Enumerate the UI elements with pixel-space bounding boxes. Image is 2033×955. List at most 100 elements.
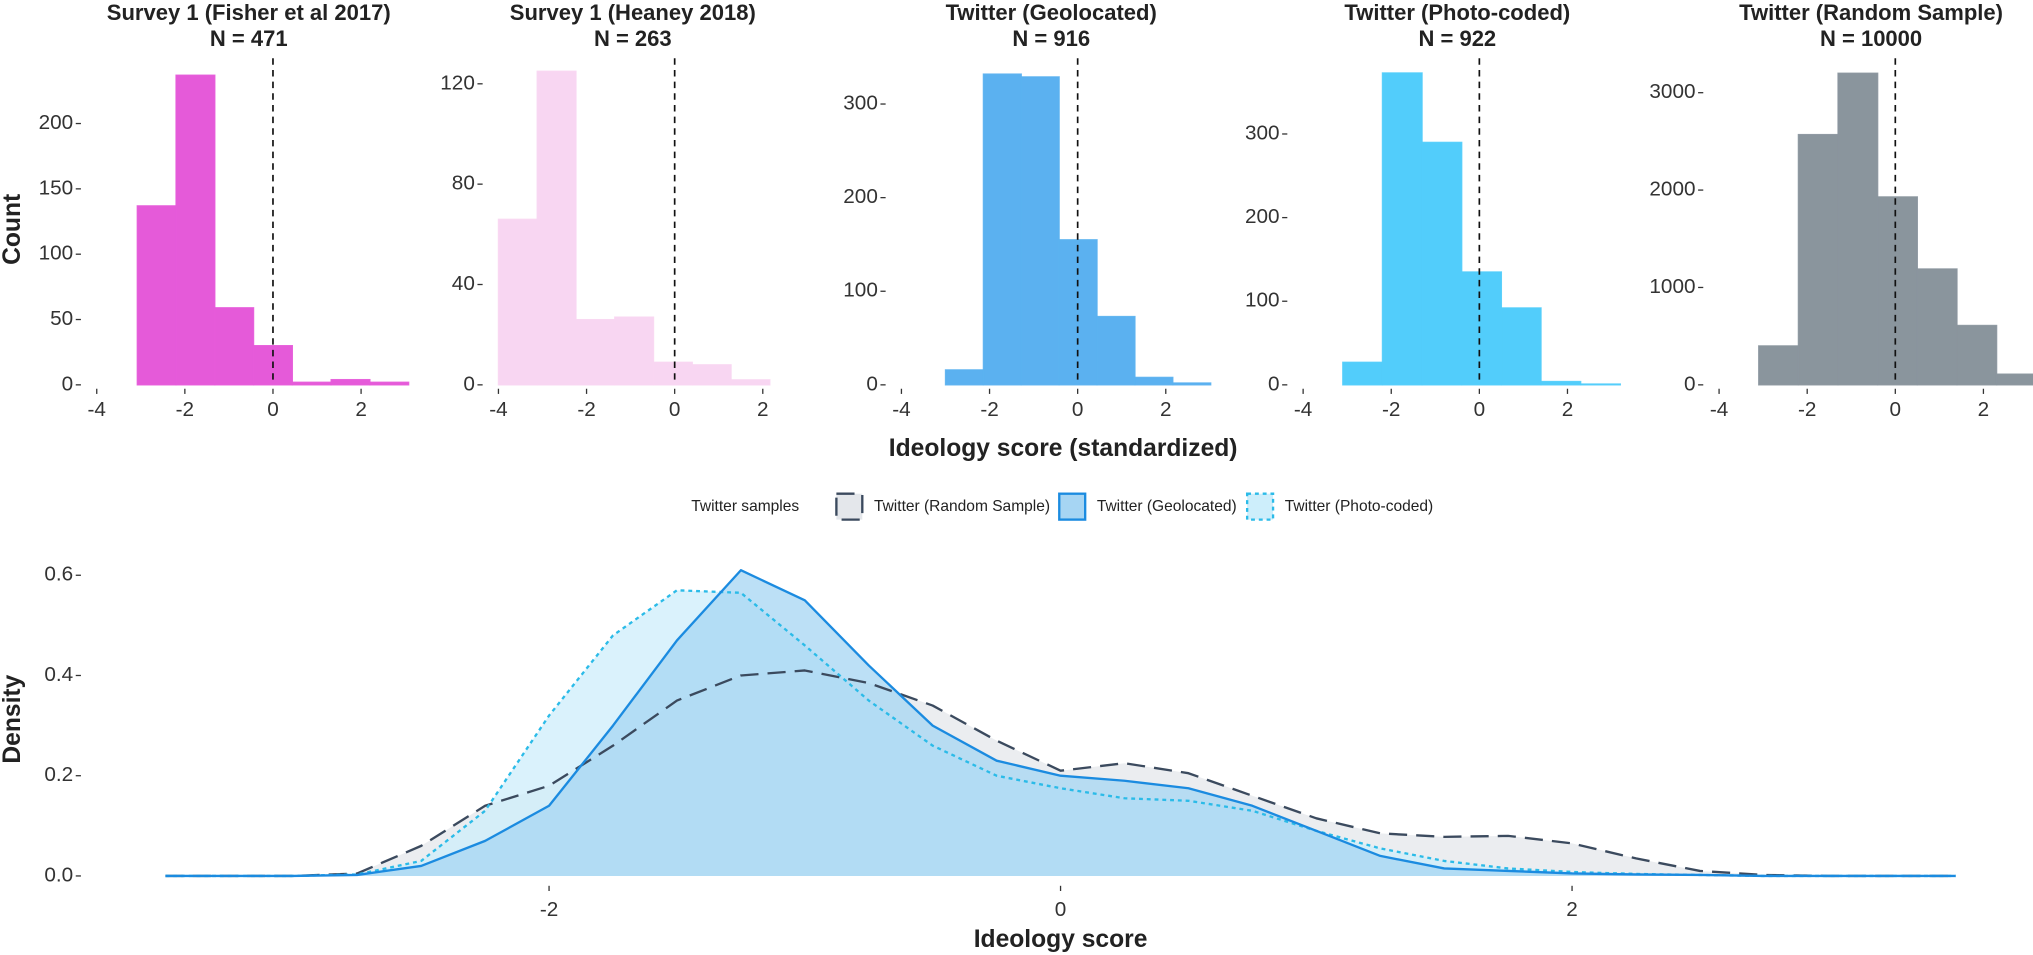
y-tick-label: 0	[1268, 372, 1280, 395]
legend-key	[1245, 492, 1275, 521]
y-tick-label: 2000	[1649, 178, 1695, 201]
x-tick-label: -2	[540, 898, 558, 921]
legend-key	[835, 492, 864, 521]
x-tick-label: 2	[1566, 898, 1578, 921]
x-tick-label: -4	[1294, 398, 1312, 421]
panel-subtitle: N = 471	[210, 26, 288, 51]
x-tick-label: -4	[1710, 398, 1728, 421]
histogram-panel: 0 100 200 300 -4 -2 0 2 Twitter (Photo-coded)N =…	[1245, 0, 1621, 421]
y-tick-label: 0.2	[44, 763, 73, 786]
histogram-bar	[1837, 72, 1879, 386]
density-line	[165, 589, 1956, 878]
histogram-panel: 0 40 80 120 -4 -2 0 2 Survey 1 (Heaney 2018)N = …	[440, 0, 771, 421]
histogram-bar	[1500, 307, 1542, 386]
histogram-bar	[982, 73, 1022, 386]
histogram-panel: 0 1000 2000 3000 -4 -2 0 2 Twitter (Random Sampl…	[1649, 0, 2033, 421]
histogram-bar	[1020, 76, 1060, 386]
x-tick-label: -4	[489, 398, 507, 421]
x-tick-label: 0	[1890, 398, 1902, 421]
y-tick-label: 0.0	[44, 863, 73, 886]
histogram-bar	[944, 369, 985, 386]
y-tick-label: 50	[50, 307, 73, 330]
histogram-bar	[175, 74, 216, 386]
x-tick-label: 2	[355, 398, 367, 421]
density-area	[165, 570, 1956, 876]
y-tick-label: 0.4	[44, 663, 73, 686]
histogram-bar	[1381, 72, 1423, 386]
x-axis-label: Ideology score	[974, 926, 1148, 953]
legend-key	[1058, 492, 1087, 521]
x-tick-label: -4	[88, 398, 106, 421]
x-tick-label: -2	[980, 398, 998, 421]
y-tick-label: 1000	[1649, 275, 1695, 298]
y-tick-label: 0	[866, 372, 878, 395]
y-tick-label: 100	[843, 279, 878, 302]
panel-subtitle: N = 916	[1012, 26, 1090, 51]
panel-title: Twitter (Geolocated)	[946, 0, 1157, 25]
histogram-bar	[136, 205, 177, 386]
y-tick-label: 40	[452, 272, 475, 295]
histogram-panel: 0 50 100 150 200 -4 -2 0 2 Survey 1 (Fisher et al…	[0, 0, 410, 421]
histogram-bar	[1797, 133, 1839, 386]
y-tick-label: 100	[1245, 289, 1280, 312]
x-tick-label: 0	[1072, 398, 1084, 421]
histogram-bar	[691, 364, 732, 386]
histogram-bar	[1421, 141, 1463, 386]
x-tick-label: -2	[1798, 398, 1816, 421]
histogram-bar	[652, 361, 693, 386]
x-tick-label: 2	[1562, 398, 1574, 421]
histogram-bar	[1342, 361, 1384, 386]
y-tick-label: 300	[1245, 121, 1280, 144]
x-tick-label: 0	[669, 398, 681, 421]
histogram-bar	[1172, 382, 1212, 386]
panel-subtitle: N = 922	[1418, 26, 1496, 51]
x-tick-label: 2	[757, 398, 769, 421]
y-tick-label: 80	[452, 172, 475, 195]
panel-title: Survey 1 (Fisher et al 2017)	[107, 0, 391, 25]
panel-title: Twitter (Random Sample)	[1739, 0, 2003, 25]
histogram-bar	[330, 378, 371, 386]
histogram-panel: 0 100 200 300 -4 -2 0 2 Twitter (Geolocated)N = …	[843, 0, 1237, 462]
y-tick-label: 0	[1684, 372, 1696, 395]
histogram-bar	[536, 70, 577, 386]
x-tick-label: -2	[176, 398, 194, 421]
x-tick-label: 0	[1474, 398, 1486, 421]
density-panel: 0.0 0.2 0.4 0.6 -2 0 2 Ideology score Density Twi…	[0, 492, 1956, 953]
histogram-bar	[1956, 324, 1998, 386]
histogram-bar	[1758, 345, 1800, 386]
x-tick-label: 0	[267, 398, 279, 421]
x-tick-label: 2	[1978, 398, 1990, 421]
histogram-bar	[1877, 196, 1918, 386]
density-line	[165, 669, 1956, 878]
y-tick-label: 3000	[1649, 80, 1695, 103]
legend: Twitter samples Twitter (Random Sample) Tw…	[691, 492, 1433, 521]
legend-label: Twitter (Photo-coded)	[1285, 498, 1433, 515]
histogram-bar	[1134, 376, 1174, 386]
y-tick-label: 300	[843, 91, 878, 114]
histogram-bar	[214, 307, 255, 386]
x-tick-label: -2	[577, 398, 595, 421]
histogram-bar	[1096, 315, 1136, 386]
y-tick-label: 120	[440, 71, 475, 94]
y-tick-label: 150	[39, 176, 74, 199]
panel-subtitle: N = 10000	[1820, 26, 1922, 51]
histogram-bar	[1058, 239, 1098, 386]
y-tick-label: 200	[39, 111, 74, 134]
histogram-bar	[369, 381, 410, 386]
x-tick-label: 2	[1160, 398, 1172, 421]
x-tick-label: -4	[892, 398, 910, 421]
x-tick-label: 0	[1055, 898, 1067, 921]
y-tick-label: 100	[39, 242, 74, 265]
histogram-bar	[1580, 383, 1621, 386]
histogram-bar	[1461, 271, 1503, 386]
histogram-bar	[1540, 380, 1582, 386]
y-tick-label: 200	[1245, 205, 1280, 228]
histogram-bar	[730, 379, 771, 386]
y-tick-label: 0.6	[44, 563, 73, 586]
y-tick-label: 0	[62, 372, 74, 395]
x-axis-label: Ideology score (standardized)	[889, 435, 1238, 462]
histogram-bar	[614, 316, 655, 386]
histogram-bar	[575, 318, 616, 386]
panel-subtitle: N = 263	[594, 26, 672, 51]
